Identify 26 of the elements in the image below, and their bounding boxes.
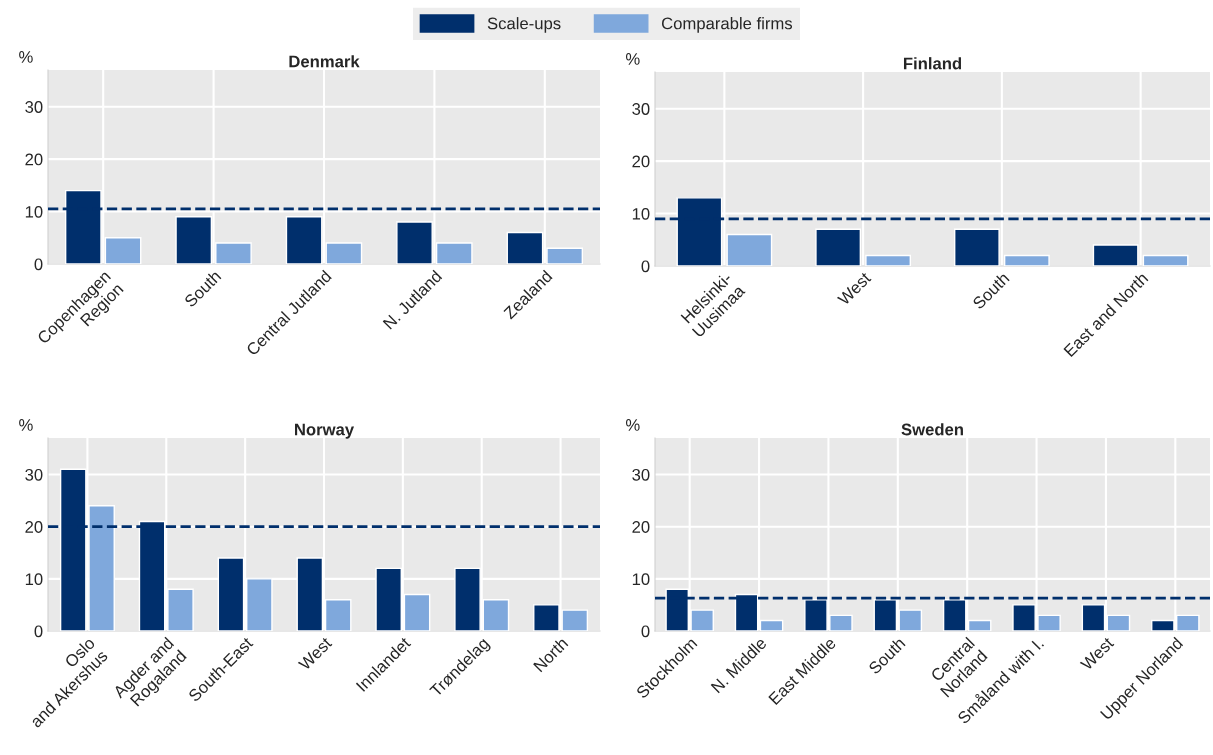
y-tick-label: 10 — [25, 205, 43, 218]
chart-title: Finland — [903, 57, 962, 70]
y-tick-label: 20 — [632, 155, 650, 168]
y-tick-label: 0 — [34, 625, 43, 638]
y-tick-label: 20 — [632, 521, 650, 533]
y-tick-label: 0 — [641, 260, 650, 273]
y-axis-title: % — [19, 419, 33, 431]
y-tick-label: 10 — [632, 207, 650, 220]
chart-title: Denmark — [289, 55, 360, 68]
y-tick-label: 10 — [25, 573, 43, 586]
y-tick-label: 30 — [632, 103, 650, 115]
y-tick-label: 0 — [34, 258, 43, 271]
legend-label: Scale-ups — [487, 17, 561, 33]
y-tick-label: 20 — [25, 521, 43, 533]
y-tick-label: 0 — [641, 625, 650, 638]
chart-title: Norway — [295, 423, 355, 439]
y-tick-label: 30 — [25, 468, 43, 481]
y-axis-title: % — [625, 419, 640, 431]
y-tick-label: 20 — [25, 153, 43, 166]
y-tick-label: 10 — [632, 573, 650, 586]
y-tick-label: 30 — [25, 101, 43, 113]
y-tick-label: 30 — [632, 468, 650, 481]
y-axis-title: % — [625, 53, 640, 65]
chart-title: Sweden — [901, 423, 963, 436]
y-axis-title: % — [19, 51, 33, 63]
legend-label: Comparable firms — [661, 17, 793, 33]
